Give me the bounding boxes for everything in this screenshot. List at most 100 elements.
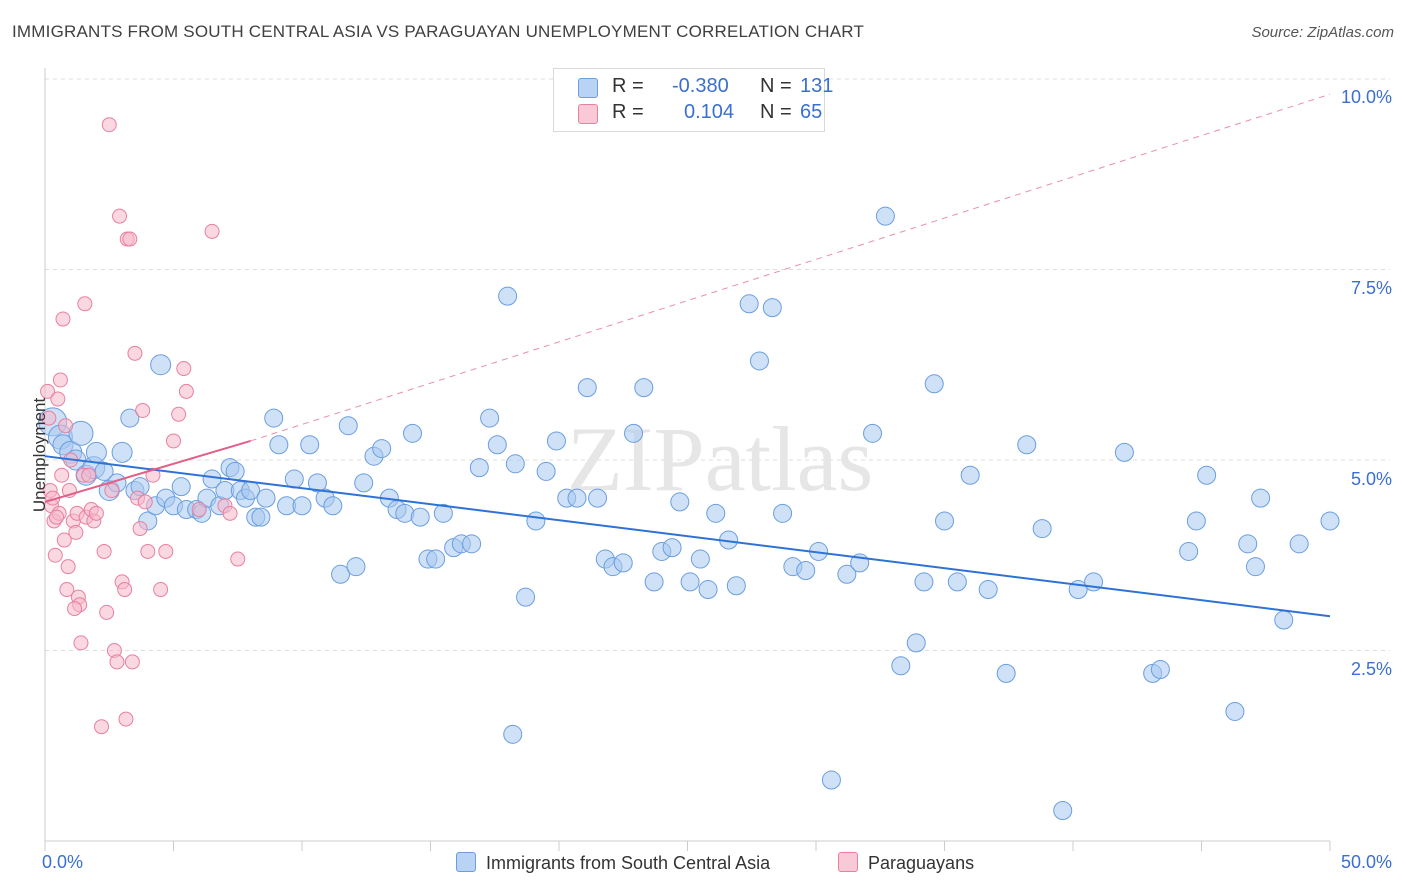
- data-point: [1179, 541, 1199, 561]
- data-point: [158, 543, 174, 559]
- data-point: [1238, 534, 1258, 554]
- series-south-central-asia: [38, 206, 1340, 821]
- data-point: [140, 543, 156, 559]
- data-point: [662, 538, 682, 558]
- data-point: [1289, 534, 1309, 554]
- legend-item-paraguayans: Paraguayans: [838, 852, 974, 874]
- data-point: [462, 534, 482, 554]
- data-point: [498, 286, 518, 306]
- data-point: [166, 433, 181, 449]
- data-point: [256, 488, 276, 508]
- data-point: [996, 663, 1016, 683]
- data-point: [634, 378, 654, 398]
- data-point: [251, 507, 271, 527]
- trend-line-blue: [44, 455, 1331, 618]
- data-point: [323, 496, 343, 516]
- data-point: [891, 656, 911, 676]
- data-point: [1186, 511, 1206, 531]
- data-point: [1251, 488, 1271, 508]
- data-point: [230, 551, 246, 567]
- data-point: [178, 383, 194, 399]
- data-point: [67, 601, 83, 617]
- trend-lines: [44, 93, 1331, 618]
- x-tick-label-0: 0.0%: [42, 852, 84, 872]
- series-paraguayans: [40, 117, 246, 735]
- trend-line-pink-dashed: [250, 93, 1331, 442]
- data-point: [85, 441, 107, 463]
- data-point: [749, 351, 769, 371]
- data-point: [191, 502, 207, 518]
- data-point: [978, 580, 998, 600]
- data-point: [863, 423, 883, 443]
- y-tick-label-7-5: 7.5%: [1350, 278, 1392, 298]
- data-point: [960, 465, 980, 485]
- data-point: [1197, 465, 1217, 485]
- data-point: [132, 521, 148, 537]
- y-axis-label: Unemployment: [30, 397, 49, 513]
- grid-lines: [45, 78, 1390, 651]
- data-point: [837, 564, 857, 584]
- data-point: [338, 416, 358, 436]
- data-point: [875, 206, 895, 226]
- data-point: [284, 469, 304, 489]
- axes: [44, 68, 1331, 851]
- data-point: [222, 505, 238, 521]
- data-point: [1320, 511, 1340, 531]
- data-point: [94, 719, 110, 735]
- data-point: [1274, 610, 1294, 630]
- data-point: [104, 482, 120, 498]
- trend-line-pink: [44, 439, 251, 503]
- blue-swatch: [578, 78, 598, 98]
- blue-swatch: [456, 852, 476, 872]
- data-point: [101, 117, 117, 133]
- data-point: [536, 461, 556, 481]
- legend-label: Immigrants from South Central Asia: [486, 853, 771, 873]
- data-point: [924, 374, 944, 394]
- data-point: [469, 458, 489, 478]
- data-point: [613, 553, 633, 573]
- data-point: [118, 711, 134, 727]
- data-point: [516, 587, 536, 607]
- data-point: [935, 511, 954, 531]
- n-value: 131: [800, 75, 834, 97]
- data-point: [914, 572, 934, 592]
- data-point: [127, 345, 143, 361]
- pink-swatch: [838, 852, 858, 872]
- data-point: [81, 467, 97, 483]
- source-label: Source: ZipAtlas.com: [1251, 24, 1394, 41]
- data-point: [346, 557, 366, 577]
- data-point: [137, 494, 153, 510]
- data-point: [426, 549, 446, 569]
- data-point: [99, 604, 115, 620]
- data-point: [680, 572, 700, 592]
- data-point: [1245, 557, 1265, 577]
- legend-label: Paraguayans: [868, 853, 975, 873]
- watermark: ZIPatlas: [567, 408, 874, 510]
- data-point: [171, 406, 187, 422]
- data-point: [88, 505, 104, 521]
- legend-item-south-central-asia: Immigrants from South Central Asia: [456, 852, 770, 874]
- data-point: [47, 547, 63, 563]
- data-point: [906, 633, 926, 653]
- data-point: [122, 231, 138, 247]
- data-point: [706, 503, 726, 523]
- data-point: [821, 770, 841, 790]
- data-point: [762, 298, 782, 318]
- data-point: [40, 383, 56, 399]
- data-point: [307, 473, 327, 493]
- data-point: [480, 408, 500, 428]
- r-value: -0.380: [672, 75, 729, 97]
- data-point: [947, 572, 967, 592]
- data-point: [120, 408, 140, 428]
- data-point: [503, 724, 523, 744]
- data-point: [726, 576, 746, 596]
- data-point: [1225, 701, 1245, 721]
- data-point: [111, 441, 133, 463]
- chart-title: IMMIGRANTS FROM SOUTH CENTRAL ASIA VS PA…: [12, 22, 865, 41]
- data-point: [56, 532, 72, 548]
- data-point: [690, 549, 710, 569]
- data-point: [109, 654, 125, 670]
- data-point: [1032, 519, 1052, 539]
- data-point: [796, 560, 816, 580]
- x-tick-label-50: 50.0%: [1340, 852, 1392, 872]
